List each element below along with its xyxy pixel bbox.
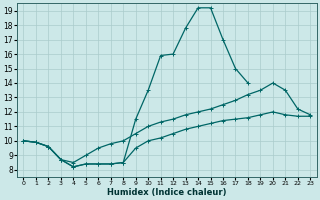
X-axis label: Humidex (Indice chaleur): Humidex (Indice chaleur): [107, 188, 227, 197]
